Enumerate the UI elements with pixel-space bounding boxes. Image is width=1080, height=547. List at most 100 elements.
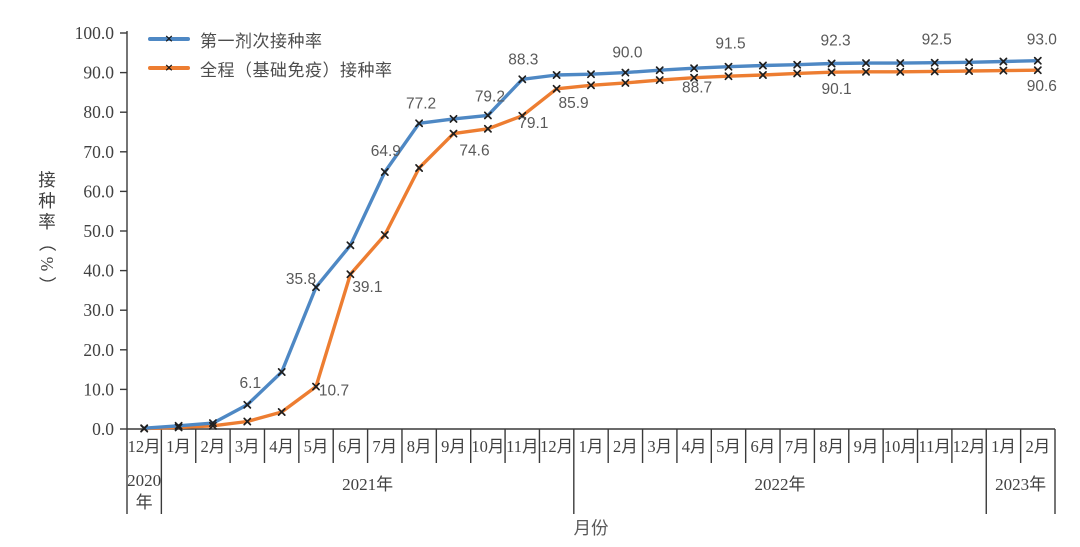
- svg-text:）: ）: [37, 276, 57, 294]
- data-point-marker: [174, 423, 183, 432]
- month-label: 9月: [441, 437, 466, 456]
- legend-label-full-course: 全程（基础免疫）接种率: [200, 60, 393, 80]
- y-tick-label: 0.0: [92, 419, 114, 439]
- data-point-marker: [277, 368, 286, 376]
- month-label: 12月: [540, 437, 573, 456]
- year-label: 2020: [127, 471, 161, 490]
- data-point-marker: [380, 168, 389, 176]
- data-label: 74.6: [459, 143, 489, 160]
- data-point-marker: [655, 66, 664, 75]
- y-tick-label: 10.0: [83, 379, 114, 399]
- data-point-marker: [621, 78, 630, 87]
- data-point-marker: [312, 283, 320, 292]
- data-point-marker: [518, 75, 527, 84]
- data-point-marker: [896, 59, 905, 68]
- month-label: 10月: [884, 437, 917, 456]
- data-point-marker: [655, 76, 664, 85]
- data-point-marker: [724, 72, 733, 81]
- data-point-marker: [862, 67, 870, 76]
- legend-item-full-course: × 全程（基础免疫）接种率: [148, 58, 393, 80]
- y-tick-labels: 0.0 10.0 20.0 30.0 40.0 50.0 60.0 70.0 80.0 90.0 1…: [75, 23, 115, 439]
- data-label: 6.1: [240, 375, 262, 392]
- legend-line-full-course: ×: [148, 62, 190, 73]
- month-label: 2月: [613, 437, 638, 456]
- data-label: 93.0: [1027, 32, 1058, 49]
- data-point-marker: [965, 58, 974, 67]
- data-point-marker: [208, 419, 217, 428]
- y-tick-label: 60.0: [83, 181, 114, 201]
- y-tick-label: 80.0: [83, 102, 114, 122]
- year-label: 2023年: [995, 475, 1046, 494]
- data-point-marker: [724, 62, 733, 71]
- data-point-marker: [208, 421, 217, 430]
- month-label: 2月: [201, 437, 226, 456]
- data-point-marker: [587, 70, 595, 79]
- y-tick-label: 100.0: [75, 23, 115, 43]
- data-point-marker: [380, 231, 389, 239]
- month-label: 7月: [372, 437, 397, 456]
- y-tick-label: 50.0: [83, 221, 114, 241]
- data-point-marker: [277, 408, 286, 416]
- data-point-marker: [793, 60, 802, 69]
- month-label: 6月: [338, 437, 363, 456]
- year-label: 2022年: [755, 475, 806, 494]
- data-point-marker: [415, 119, 424, 128]
- svg-text:率: 率: [38, 212, 56, 232]
- series-line-0: [142, 59, 1040, 430]
- data-point-marker: [415, 164, 424, 172]
- data-point-marker: [862, 59, 870, 68]
- x-axis: [127, 428, 1056, 514]
- data-point-marker: [346, 241, 355, 250]
- data-point-marker: [1033, 66, 1042, 75]
- data-label: 10.7: [319, 383, 349, 400]
- month-label: 5月: [304, 437, 329, 456]
- month-label: 10月: [471, 437, 504, 456]
- y-axis: [120, 31, 128, 514]
- data-label: 64.9: [371, 143, 401, 160]
- month-label: 9月: [854, 437, 879, 456]
- series-markers-1: [140, 66, 1042, 433]
- series-data-labels-0: 6.1 35.8 64.9 77.2 79.2 88.3 90.0 91.5 92.3 92.5 9…: [240, 32, 1058, 392]
- data-point-marker: [312, 382, 320, 391]
- month-label: 8月: [407, 437, 432, 456]
- data-point-marker: [793, 69, 802, 78]
- data-point-marker: [243, 417, 252, 426]
- data-point-marker: [827, 68, 836, 77]
- month-label: 6月: [750, 437, 775, 456]
- year-label: 年: [136, 493, 153, 512]
- data-point-marker: [690, 64, 699, 73]
- data-label: 92.3: [821, 33, 851, 50]
- data-point-marker: [1033, 56, 1042, 65]
- month-label: 1月: [991, 437, 1016, 456]
- data-point-marker: [518, 111, 527, 120]
- data-point-marker: [587, 81, 595, 90]
- data-label: 79.1: [518, 115, 548, 132]
- data-point-marker: [483, 111, 492, 120]
- data-label: 79.2: [475, 88, 505, 105]
- data-point-marker: [930, 58, 939, 67]
- legend-line-first-dose: ×: [148, 33, 190, 44]
- data-label: 90.6: [1027, 78, 1057, 95]
- month-labels: 12月 1月 2月 3月 4月 5月 6月 7月 8月 9月 10月 11月 12月 1月 2月 3月 4月 5月…: [128, 437, 1051, 456]
- data-point-marker: [758, 61, 767, 70]
- data-point-marker: [965, 67, 974, 75]
- y-tick-label: 40.0: [83, 261, 114, 281]
- series-markers-0: [140, 56, 1042, 433]
- data-label: 88.7: [682, 80, 712, 97]
- data-point-marker: [896, 67, 905, 76]
- month-label: 1月: [166, 437, 191, 456]
- svg-text:种: 种: [38, 191, 56, 211]
- data-label: 35.8: [286, 271, 316, 288]
- data-point-marker: [346, 270, 355, 279]
- y-tick-label: 70.0: [83, 142, 114, 162]
- chart-legend: × 第一剂次接种率 × 全程（基础免疫）接种率: [148, 29, 393, 80]
- data-point-marker: [690, 73, 699, 82]
- data-point-marker: [827, 59, 836, 68]
- data-point-marker: [449, 114, 458, 123]
- y-tick-label: 20.0: [83, 340, 114, 360]
- month-label: 12月: [128, 437, 161, 456]
- y-tick-label: 30.0: [83, 300, 114, 320]
- data-point-marker: [483, 124, 492, 133]
